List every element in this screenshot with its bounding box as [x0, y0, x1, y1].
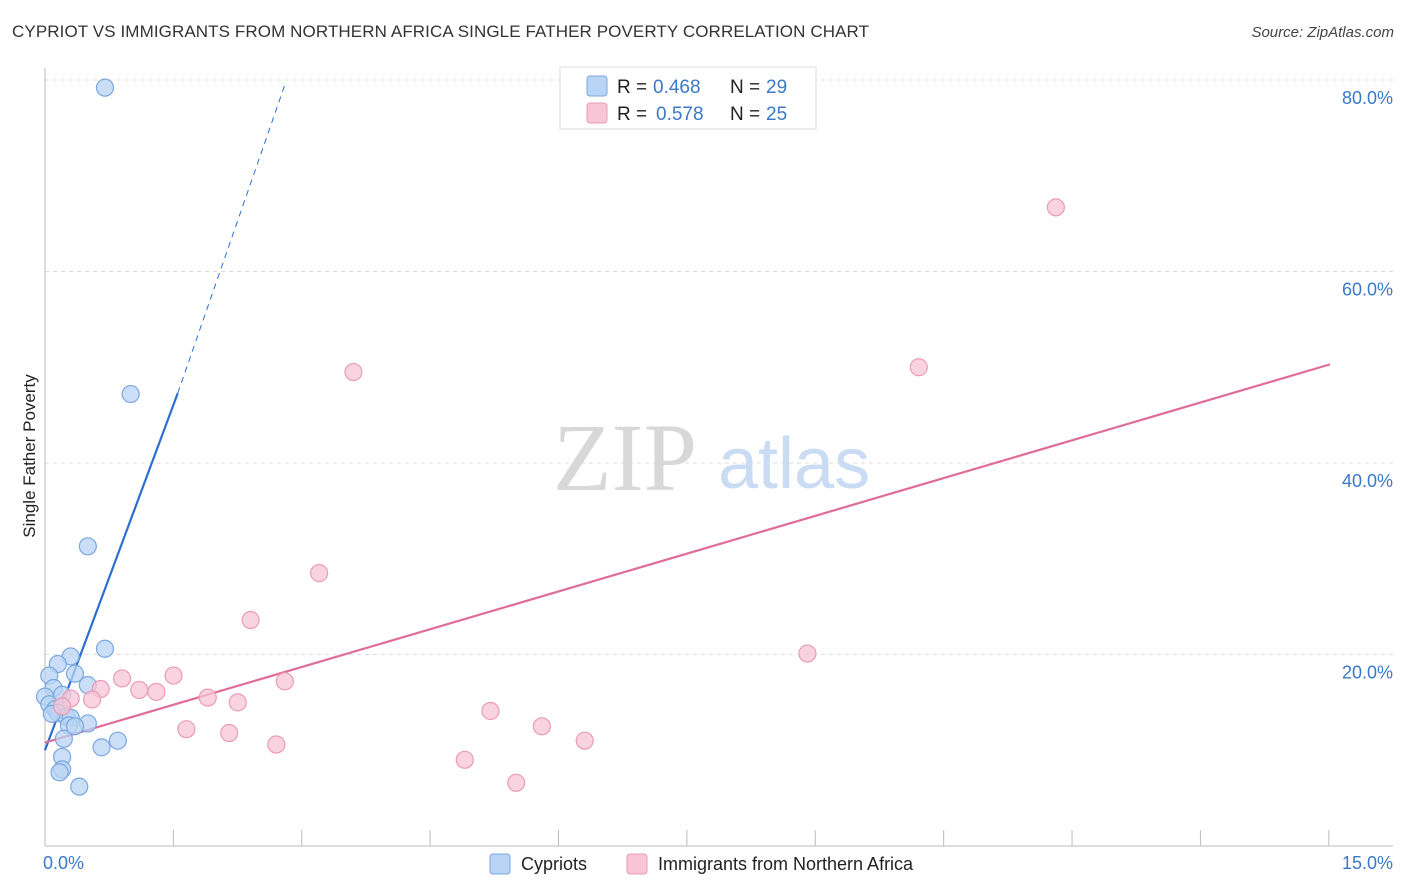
- point-series-0-25: [50, 763, 69, 782]
- x-tick-label-0: 0.0%: [43, 853, 84, 873]
- bottom-legend-northern-africa: Immigrants from Northern Africa: [658, 854, 914, 874]
- point-series-0-1: [121, 384, 140, 404]
- point-series-0-7: [65, 664, 85, 683]
- point-series-1-22: [575, 731, 594, 750]
- point-series-1-3: [310, 564, 329, 583]
- point-series-1-15: [228, 693, 247, 712]
- legend-n-label-2: N =: [730, 104, 760, 125]
- point-series-1-14: [198, 688, 217, 707]
- y-tick-labels: 20.0% 40.0% 60.0% 80.0%: [1342, 88, 1393, 683]
- point-series-1-5: [798, 644, 817, 663]
- point-series-1-23: [455, 750, 474, 769]
- y-tick-label-0: 20.0%: [1342, 663, 1393, 683]
- bottom-legend-swatch-cypriots: [489, 853, 511, 875]
- series-legend: Cypriots Immigrants from Northern Africa: [489, 853, 914, 875]
- point-series-1-1: [909, 358, 928, 377]
- point-series-0-22: [92, 738, 111, 757]
- point-series-1-20: [532, 717, 551, 736]
- point-series-1-21: [267, 735, 286, 754]
- watermark-atlas: atlas: [718, 424, 870, 504]
- watermark: ZIP atlas: [553, 404, 870, 511]
- point-series-1-13: [83, 690, 102, 709]
- point-series-1-2: [344, 362, 363, 382]
- trend-line-series-1: [44, 363, 1331, 744]
- point-series-0-28: [65, 717, 85, 736]
- correlation-legend: R = 0.468 N = 29 R = 0.578 N = 25: [559, 66, 817, 130]
- point-series-1-19: [220, 723, 239, 743]
- legend-n-value-1: 29: [766, 77, 787, 98]
- y-tick-label-2: 60.0%: [1342, 280, 1393, 300]
- source-label: Source: ZipAtlas.com: [1251, 24, 1394, 41]
- legend-swatch-cypriots: [586, 75, 608, 97]
- legend-r-value-2: 0.578: [656, 104, 704, 125]
- point-series-1-18: [177, 720, 196, 739]
- legend-r-label-2: R =: [617, 104, 647, 125]
- x-tick-labels: 0.0% 15.0%: [43, 853, 1393, 873]
- x-tick-label-1: 15.0%: [1342, 853, 1393, 873]
- point-series-1-4: [241, 610, 260, 630]
- legend-n-label-1: N =: [730, 77, 760, 98]
- bottom-legend-swatch-northern-africa: [626, 853, 648, 875]
- data-points: [35, 78, 1065, 796]
- point-series-1-0: [1046, 198, 1065, 217]
- point-series-1-6: [164, 666, 183, 685]
- point-series-1-11: [147, 682, 166, 701]
- point-series-1-24: [507, 773, 526, 792]
- legend-n-value-2: 25: [766, 104, 787, 125]
- legend-swatch-northern-africa: [586, 102, 608, 124]
- gridlines: [45, 79, 1393, 655]
- y-axis-label: Single Father Poverty: [20, 374, 39, 538]
- bottom-legend-cypriots: Cypriots: [521, 854, 587, 874]
- y-tick-label-1: 40.0%: [1342, 471, 1393, 491]
- point-series-0-2: [78, 537, 97, 556]
- y-tick-label-3: 80.0%: [1342, 88, 1393, 108]
- legend-r-value-1: 0.468: [653, 77, 701, 98]
- point-series-1-16: [53, 697, 72, 716]
- legend-r-label-1: R =: [617, 77, 647, 98]
- point-series-0-3: [95, 639, 115, 658]
- point-series-0-26: [70, 777, 89, 796]
- point-series-0-21: [108, 731, 127, 750]
- point-series-1-17: [481, 701, 500, 721]
- point-series-1-8: [275, 672, 294, 691]
- point-series-1-7: [112, 669, 132, 688]
- trend-line-extension-series-0: [177, 84, 286, 394]
- watermark-zip: ZIP: [553, 404, 697, 511]
- point-series-1-10: [130, 680, 149, 700]
- chart-title: CYPRIOT VS IMMIGRANTS FROM NORTHERN AFRI…: [12, 22, 870, 41]
- point-series-0-0: [95, 78, 115, 97]
- point-series-0-20: [54, 729, 73, 748]
